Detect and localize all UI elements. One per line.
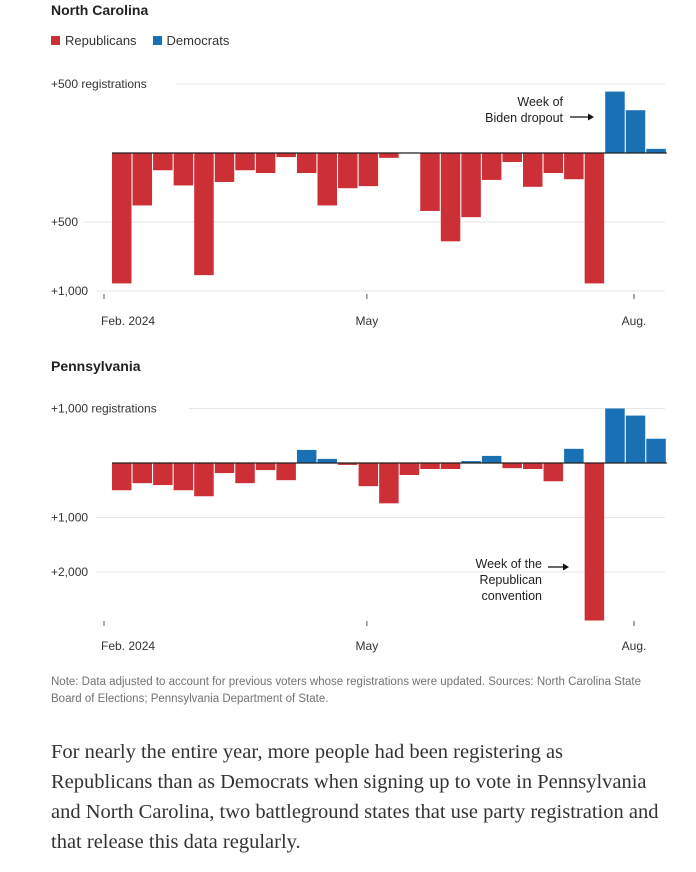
legend-label-republicans: Republicans	[65, 33, 137, 48]
legend: Republicans Democrats	[51, 33, 229, 48]
source-note: Note: Data adjusted to account for previ…	[51, 676, 642, 705]
democrat-bar	[646, 438, 666, 463]
x-tick-label: May	[356, 314, 379, 328]
nc-chart-title: North Carolina	[51, 2, 149, 18]
democrat-bar	[625, 110, 646, 153]
pa-chart-title: Pennsylvania	[51, 358, 141, 374]
y-tick-label: +500 registrations	[51, 77, 147, 91]
annotation-text: Week of the	[476, 557, 543, 571]
republican-bar	[523, 153, 543, 187]
republican-bar	[338, 463, 358, 465]
republican-bar	[214, 463, 235, 474]
republican-bar	[132, 153, 153, 206]
democrat-bar	[296, 449, 317, 463]
arrow-right-icon	[588, 113, 594, 121]
republican-bar	[255, 153, 276, 174]
republican-bar	[235, 463, 255, 484]
democrat-bar	[564, 448, 584, 463]
republican-bar	[420, 463, 440, 469]
y-tick-label: +500	[51, 215, 78, 229]
republican-bar	[543, 463, 564, 482]
annotation-text: Republican	[479, 573, 542, 587]
y-tick-label: +2,000	[51, 565, 88, 579]
republican-bar	[502, 463, 522, 469]
republican-bar	[132, 463, 153, 484]
republican-bar	[173, 153, 194, 186]
republican-bar	[153, 463, 173, 486]
republican-bar	[502, 153, 522, 162]
annotation-text: Week of	[517, 95, 563, 109]
republican-bar	[338, 153, 358, 189]
republican-bar	[523, 463, 543, 469]
legend-label-democrats: Democrats	[166, 33, 230, 48]
republican-bar	[379, 153, 399, 158]
republican-bar	[296, 153, 317, 174]
y-tick-label: +1,000 registrations	[51, 402, 157, 416]
x-tick-label: Aug.	[622, 639, 647, 653]
legend-item-democrats: Democrats	[152, 33, 230, 48]
republican-bar	[481, 153, 502, 180]
republican-bar	[194, 153, 214, 276]
republican-bar	[440, 153, 461, 242]
article-paragraph: For nearly the entire year, more people …	[51, 741, 659, 853]
democrat-bar	[317, 458, 337, 463]
annotation-text: convention	[482, 589, 543, 603]
republican-bar	[153, 153, 173, 171]
democrat-bar	[461, 461, 481, 463]
republican-bar	[112, 153, 132, 284]
nc-chart: +500 registrations +500 +1,000 Feb. 2024 May…	[51, 77, 667, 328]
republican-bar	[564, 153, 584, 180]
democrat-bar	[625, 415, 646, 463]
republican-bar	[399, 463, 420, 475]
republican-bar	[461, 153, 481, 218]
republican-bar	[112, 463, 132, 491]
republican-bar	[214, 153, 235, 182]
republican-bar	[420, 153, 440, 211]
republican-bar	[358, 153, 379, 187]
republican-bar	[584, 153, 605, 284]
republican-bar	[173, 463, 194, 491]
x-tick-label: Feb. 2024	[101, 639, 155, 653]
republican-bar	[276, 463, 296, 481]
y-tick-label: +1,000	[51, 284, 88, 298]
pa-chart: +1,000 registrations +1,000 +2,000 Feb. 202…	[51, 402, 667, 653]
democrat-swatch-icon	[152, 36, 162, 45]
republican-bar	[317, 153, 337, 206]
republican-bar	[194, 463, 214, 497]
republican-bar	[276, 153, 296, 158]
republican-bar	[379, 463, 399, 504]
y-tick-label: +1,000	[51, 511, 88, 525]
democrat-bar	[605, 91, 625, 153]
legend-item-republicans: Republicans	[51, 33, 137, 48]
x-tick-label: Feb. 2024	[101, 314, 155, 328]
x-tick-label: May	[356, 639, 379, 653]
democrat-bar	[646, 148, 666, 153]
republican-swatch-icon	[51, 36, 60, 45]
arrow-right-icon	[563, 563, 569, 571]
republican-bar	[358, 463, 379, 487]
republican-bar	[440, 463, 461, 469]
republican-bar	[543, 153, 564, 174]
democrat-bar	[481, 455, 502, 463]
republican-bar	[235, 153, 255, 171]
republican-bar	[584, 463, 605, 621]
republican-bar	[255, 463, 276, 471]
annotation-text: Biden dropout	[485, 111, 563, 125]
x-tick-label: Aug.	[622, 314, 647, 328]
democrat-bar	[605, 408, 625, 463]
